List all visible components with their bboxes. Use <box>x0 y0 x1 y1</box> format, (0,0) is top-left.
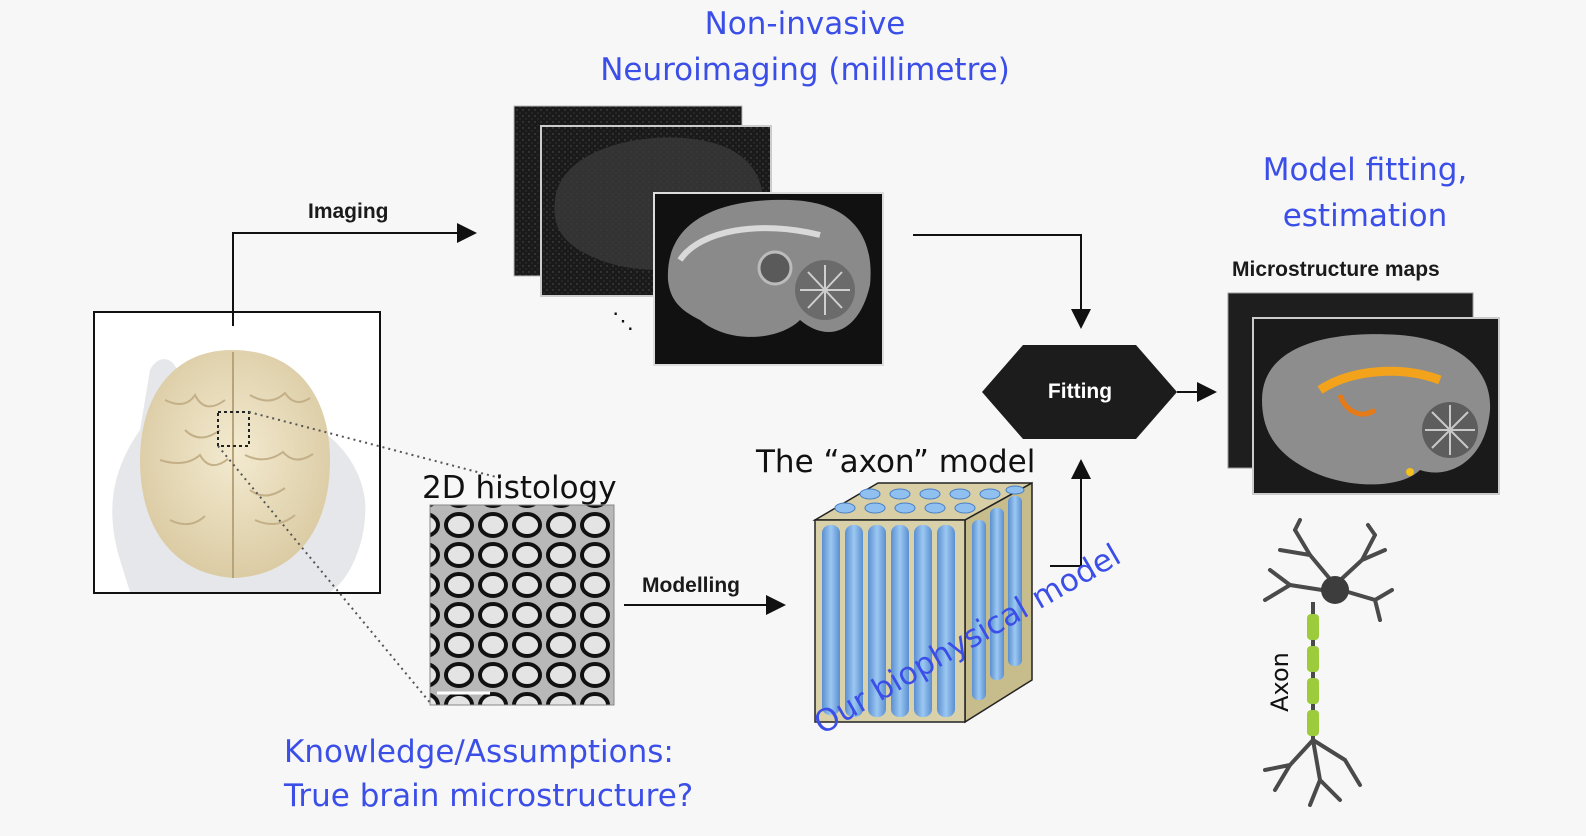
fitting-hexagon <box>982 345 1177 439</box>
histology-image <box>429 504 615 706</box>
model-fitting-title-line2: estimation <box>1282 198 1448 234</box>
neuron-illustration <box>1263 518 1394 807</box>
neuroimaging-title-line1: Non-invasive <box>704 6 906 42</box>
axon-model-label: The “axon” model <box>756 444 1036 480</box>
model-fitting-title-line1: Model fitting, <box>1262 152 1468 188</box>
microstructure-maps-label: Microstructure maps <box>1232 258 1440 281</box>
brain-photo <box>93 311 381 594</box>
imaging-arrow <box>232 223 477 326</box>
neuron-soma <box>1321 576 1349 604</box>
mri-stack <box>513 105 884 366</box>
modelling-label: Modelling <box>642 574 740 597</box>
zoom-line-top <box>248 411 501 479</box>
neuroimaging-title-line2: Neuroimaging (millimetre) <box>600 52 1010 88</box>
histology-label: 2D histology <box>422 470 617 506</box>
myelin-segments <box>1307 614 1319 736</box>
microstructure-maps <box>1227 292 1500 495</box>
fitting-label: Fitting <box>1047 380 1113 403</box>
zoom-line-bottom <box>217 445 433 706</box>
axon-label: Axon <box>1265 652 1294 712</box>
knowledge-line2: True brain microstructure? <box>284 778 694 814</box>
axon-cube-model <box>812 481 1033 724</box>
mri-to-fitting-arrow <box>913 234 1091 329</box>
ellipsis-mark: ⋱ <box>612 308 634 333</box>
model-to-fitting-arrow <box>1050 459 1091 567</box>
knowledge-line1: Knowledge/Assumptions: <box>284 734 674 770</box>
imaging-label: Imaging <box>308 200 389 223</box>
